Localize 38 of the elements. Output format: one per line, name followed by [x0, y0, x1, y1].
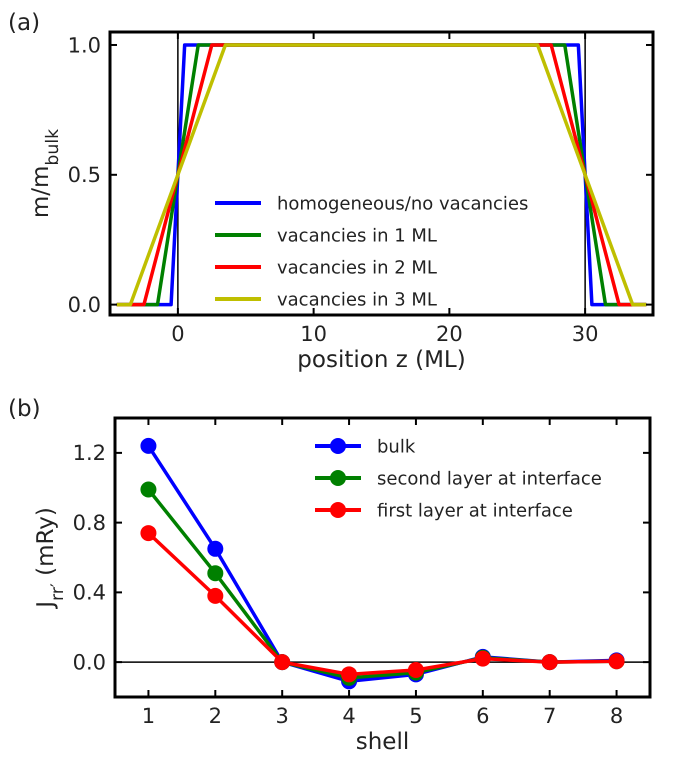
x-axis-title: shell [356, 729, 410, 755]
x-tick-label: 7 [543, 704, 556, 728]
point [408, 662, 424, 678]
x-tick-label: 4 [342, 704, 356, 728]
point [207, 588, 224, 604]
y-tick-label: 0.4 [72, 580, 106, 605]
text: (a) [8, 10, 40, 36]
x-tick-label: 20 [436, 322, 463, 346]
point [207, 565, 224, 582]
point [140, 481, 156, 498]
legend-label: bulk [377, 436, 416, 458]
point [207, 540, 224, 557]
y-tick-label: 1.0 [68, 33, 101, 58]
x-tick-label: 6 [476, 704, 490, 728]
text: (b) [8, 396, 41, 422]
x-tick-label: 8 [610, 704, 624, 728]
y-tick-label: 0.0 [72, 650, 106, 674]
point [341, 666, 358, 682]
x-tick-label: 3 [276, 704, 289, 728]
legend-label: second layer at interface [377, 468, 602, 490]
y-tick-label: 0.8 [72, 510, 106, 535]
x-tick-label: 30 [572, 322, 598, 346]
point [140, 438, 156, 454]
x-axis-title: position z (ML) [297, 347, 466, 373]
legend-label: homogeneous/no vacancies [277, 193, 528, 214]
x-tick-label: 1 [142, 704, 156, 728]
point [140, 525, 156, 542]
x-tick-label: 5 [409, 704, 423, 728]
x-tick-label: 10 [300, 322, 327, 346]
legend-label: vacancies in 2 ML [277, 257, 437, 278]
legend-label: vacancies in 3 ML [277, 289, 437, 310]
legend-label: first layer at interface [377, 500, 573, 522]
legend-label: vacancies in 1 ML [277, 225, 437, 246]
y-tick-label: 0.0 [68, 292, 101, 317]
x-tick-label: 0 [171, 322, 185, 346]
x-tick-label: 2 [208, 704, 222, 728]
y-tick-label: 0.5 [68, 163, 101, 188]
y-tick-label: 1.2 [72, 441, 106, 466]
